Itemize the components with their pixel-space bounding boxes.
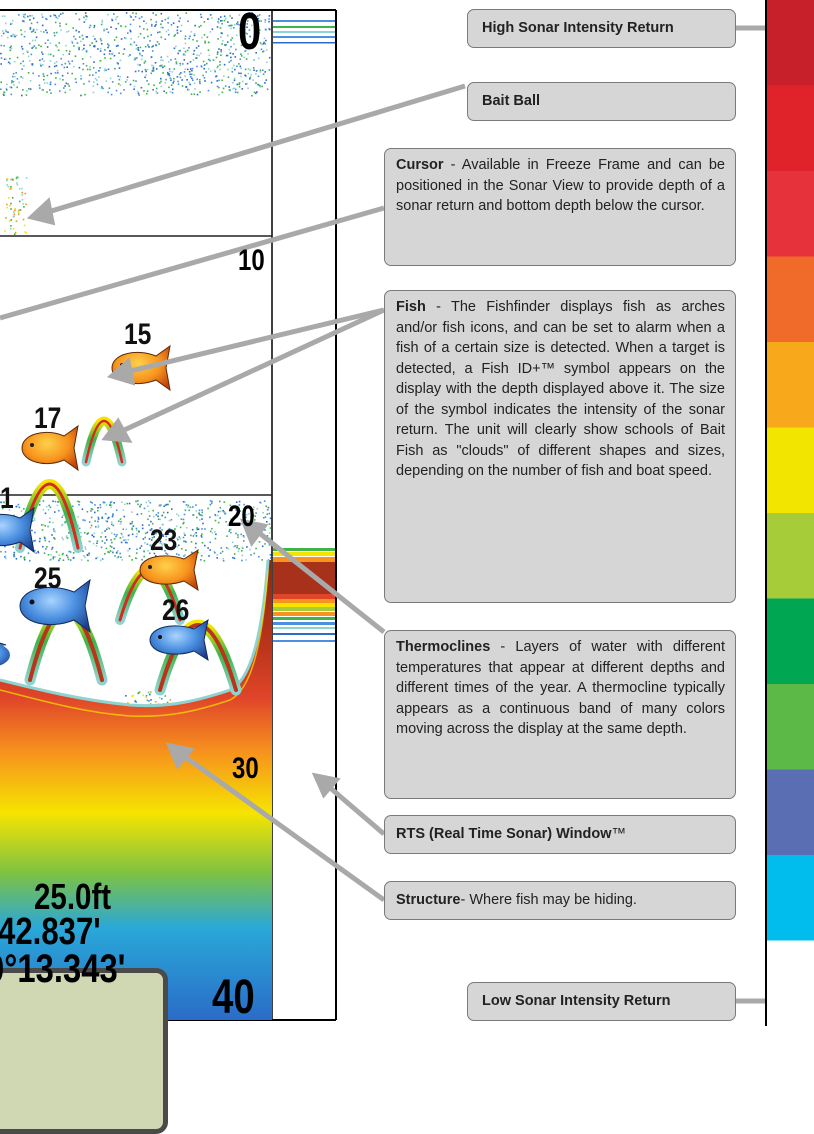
callout-cursor: Cursor - Available in Freeze Frame and c… [384, 148, 736, 266]
depth-label-10: 10 [238, 244, 265, 277]
callout-thermoclines: Thermoclines - Layers of water with diff… [384, 630, 736, 799]
fish-icon-17 [21, 424, 79, 472]
fish-icon-26 [149, 618, 209, 662]
intensity-color-bar [765, 0, 814, 1026]
color-bar-segment [766, 598, 814, 685]
depth-label-30: 30 [232, 752, 259, 785]
callout-thermoclines-text: - Layers of water with different tempera… [396, 639, 725, 737]
callout-structure-title: Structure [396, 892, 461, 909]
depth-readout: 25.0ft [34, 876, 112, 917]
callout-rts-title: RTS (Real Time Sonar) Window [396, 826, 612, 843]
fish-icon-1 [0, 506, 35, 554]
depth-label-40: 40 [212, 971, 255, 1024]
digital-readout-box [0, 968, 168, 1134]
callout-fish-title: Fish [396, 299, 426, 315]
fish-depth-label-25: 25 [34, 562, 62, 595]
callout-high-intensity-title: High Sonar Intensity Return [482, 20, 674, 37]
color-bar-segment [766, 513, 814, 599]
callout-high-intensity: High Sonar Intensity Return [467, 9, 736, 48]
color-bar-segment [766, 427, 814, 514]
color-bar-segment [766, 684, 814, 770]
callout-structure: Structure - Where fish may be hiding. [384, 881, 736, 920]
fish-depth-label-17: 17 [34, 402, 62, 435]
callout-thermoclines-title: Thermoclines [396, 639, 491, 655]
callout-low-intensity-title: Low Sonar Intensity Return [482, 993, 671, 1010]
color-bar-segment [766, 342, 814, 428]
bottom-return [0, 559, 272, 1020]
fish-depth-label-26: 26 [162, 594, 190, 627]
color-bar-segment [766, 256, 814, 343]
color-bar-segment [766, 0, 814, 86]
callout-cursor-text: - Available in Freeze Frame and can be p… [396, 157, 725, 214]
callout-bait-ball: Bait Ball [467, 82, 736, 121]
fish-icon-partial [0, 642, 10, 666]
fish-depth-label-15: 15 [124, 318, 152, 351]
color-bar-segment [766, 769, 814, 856]
depth-label-20: 20 [228, 500, 255, 533]
fish-depth-label-1: 1 [0, 482, 14, 515]
color-bar-segment [766, 940, 814, 1026]
surface-clutter [0, 12, 271, 97]
callout-bait-ball-title: Bait Ball [482, 93, 541, 110]
color-bar-segment [766, 855, 814, 941]
callout-cursor-title: Cursor [396, 157, 444, 173]
callout-rts-window: RTS (Real Time Sonar) Window ™ [384, 815, 736, 854]
fish-icon-23 [139, 548, 199, 592]
callout-fish-text: - The Fishfinder displays fish as arches… [396, 299, 725, 479]
longitude-readout: 0°13.343' [0, 947, 126, 991]
color-bar-segment [766, 171, 814, 257]
fish-depth-label-23: 23 [150, 524, 178, 557]
depth-label-0: 0 [238, 3, 262, 61]
callout-rts-suffix: ™ [611, 826, 627, 843]
callout-fish: Fish - The Fishfinder displays fish as a… [384, 290, 736, 603]
rts-window [273, 20, 335, 642]
fish-icon-25 [19, 578, 91, 634]
color-bar-segment [766, 85, 814, 172]
callout-low-intensity: Low Sonar Intensity Return [467, 982, 736, 1021]
latitude-readout: 42.837' [0, 911, 101, 953]
bait-ball [4, 176, 28, 235]
sonar-display [0, 0, 814, 1026]
callout-structure-text: - Where fish may be hiding. [460, 892, 637, 909]
